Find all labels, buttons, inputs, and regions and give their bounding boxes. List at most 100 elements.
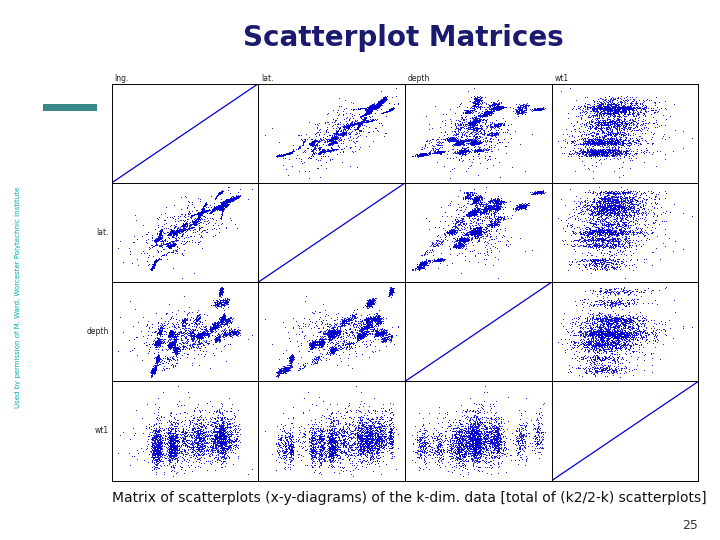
Point (217, 314, 228, 323)
Point (468, 230, 480, 238)
Point (588, 150, 599, 158)
Point (433, 255, 445, 264)
Point (476, 442, 487, 451)
Point (649, 210, 660, 219)
Point (480, 431, 491, 440)
Point (364, 322, 375, 331)
Point (469, 444, 480, 453)
Point (458, 238, 469, 247)
Point (611, 204, 622, 213)
Point (385, 447, 397, 456)
Point (599, 137, 611, 146)
Point (151, 354, 163, 363)
Point (459, 148, 471, 157)
Point (474, 112, 486, 120)
Point (585, 338, 597, 347)
Point (624, 321, 636, 330)
Point (192, 215, 203, 224)
Point (189, 319, 201, 328)
Point (194, 343, 206, 352)
Point (223, 437, 235, 445)
Point (192, 326, 203, 334)
Point (368, 313, 379, 322)
Point (193, 450, 204, 458)
Point (461, 427, 472, 435)
Point (150, 256, 162, 265)
Point (319, 456, 330, 464)
Point (168, 240, 180, 248)
Point (177, 317, 189, 326)
Point (351, 429, 362, 437)
Point (469, 96, 480, 105)
Point (284, 148, 295, 157)
Point (620, 334, 631, 343)
Point (325, 328, 336, 337)
Point (210, 204, 221, 212)
Point (216, 312, 228, 320)
Point (340, 129, 351, 138)
Point (567, 137, 578, 146)
Point (357, 302, 369, 311)
Point (163, 230, 175, 238)
Point (611, 227, 622, 236)
Point (224, 329, 235, 338)
Point (457, 120, 469, 129)
Point (580, 332, 591, 341)
Point (583, 146, 595, 155)
Point (148, 443, 160, 451)
Point (620, 220, 631, 228)
Point (223, 394, 235, 402)
Point (469, 226, 481, 234)
Point (608, 138, 620, 146)
Point (363, 447, 374, 456)
Point (436, 255, 447, 264)
Point (528, 437, 539, 445)
Point (167, 239, 179, 248)
Point (215, 428, 227, 436)
Point (432, 147, 444, 156)
Point (432, 239, 444, 247)
Point (323, 414, 334, 422)
Point (365, 416, 377, 425)
Point (215, 434, 227, 442)
Point (463, 135, 474, 144)
Point (490, 435, 502, 444)
Point (413, 436, 425, 445)
Point (613, 125, 624, 133)
Point (321, 146, 333, 155)
Point (207, 325, 218, 333)
Point (366, 117, 377, 125)
Point (470, 227, 482, 236)
Point (435, 255, 446, 264)
Point (216, 444, 228, 453)
Point (380, 336, 392, 345)
Point (432, 254, 444, 263)
Point (173, 319, 184, 328)
Point (436, 141, 448, 150)
Point (485, 205, 497, 214)
Point (384, 286, 395, 295)
Point (145, 368, 157, 377)
Point (165, 343, 176, 352)
Point (194, 414, 205, 423)
Point (433, 146, 444, 155)
Point (611, 201, 622, 210)
Point (366, 299, 378, 307)
Point (612, 192, 624, 201)
Point (598, 105, 610, 113)
Point (154, 225, 166, 234)
Point (372, 99, 384, 108)
Point (429, 146, 441, 155)
Point (329, 135, 341, 144)
Point (610, 210, 621, 219)
Point (608, 288, 619, 296)
Point (599, 316, 611, 325)
Point (216, 433, 228, 442)
Point (474, 448, 485, 456)
Point (616, 97, 627, 105)
Point (325, 346, 336, 355)
Point (218, 198, 230, 206)
Point (194, 407, 205, 416)
Point (341, 421, 353, 430)
Point (212, 202, 224, 211)
